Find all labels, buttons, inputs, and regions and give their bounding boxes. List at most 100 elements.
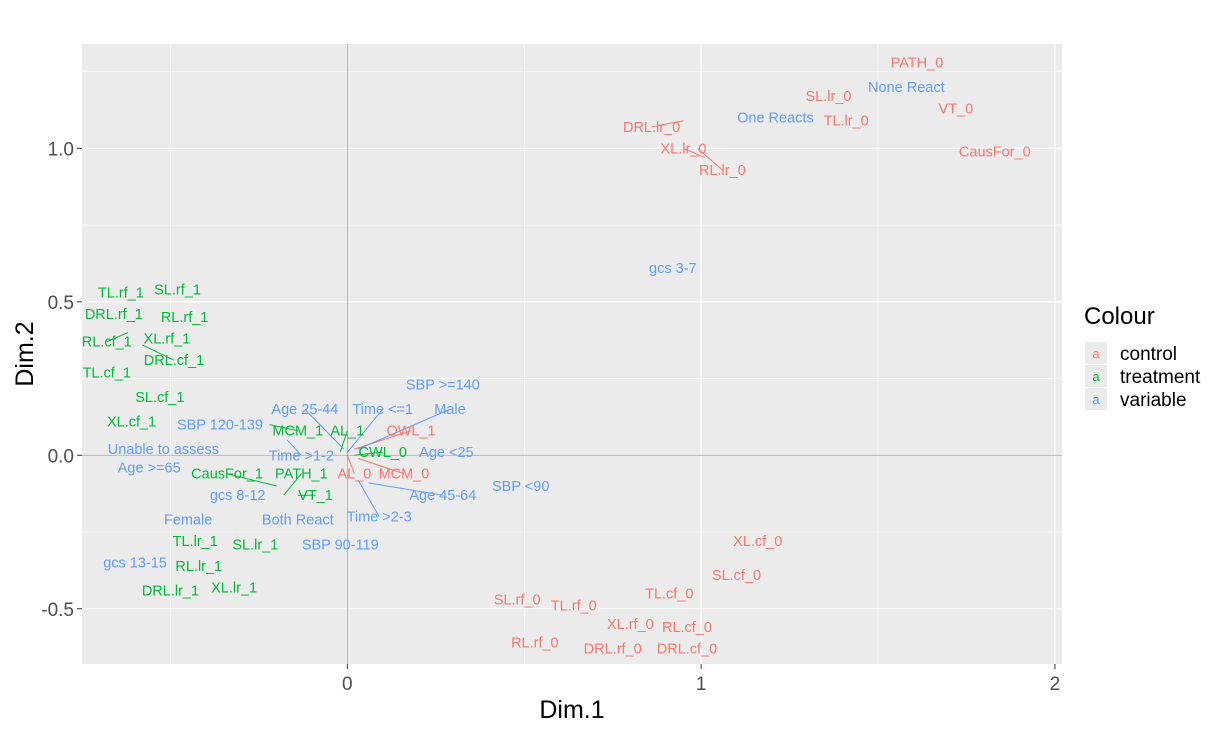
point-label-sl-rf-0: SL.rf_0 — [494, 593, 541, 609]
point-label-al-0: AL_0 — [337, 467, 371, 483]
point-label-time-1-2: Time >1-2 — [269, 448, 334, 464]
point-label-tl-lr-0: TL.lr_0 — [824, 114, 869, 130]
point-label-both-react: Both React — [262, 513, 334, 529]
leader-line-drl-cf-1 — [141, 344, 175, 361]
leader-line-time-1-2 — [286, 439, 302, 456]
y-axis-title: Dim.2 — [11, 321, 39, 386]
legend-key-glyph: a — [1092, 392, 1100, 407]
reference-lines — [82, 44, 1062, 664]
leader-line-al-1 — [339, 430, 348, 453]
legend: Colour a control a treatment a variable — [1084, 303, 1201, 411]
point-label-sbp-140: SBP >=140 — [406, 378, 480, 394]
point-label-drl-lr-1: DRL.lr_1 — [142, 583, 199, 599]
point-label-causfor-1: CausFor_1 — [191, 467, 263, 483]
legend-key-glyph: a — [1092, 369, 1100, 384]
point-label-causfor-0: CausFor_0 — [959, 144, 1031, 160]
legend-key-treatment — [1085, 365, 1107, 387]
point-label-sbp-120-139: SBP 120-139 — [177, 418, 263, 434]
point-label-time-2-3: Time >2-3 — [347, 510, 412, 526]
point-label-path-0: PATH_0 — [891, 55, 944, 71]
point-label-mcm-0: MCM_0 — [379, 467, 430, 483]
point-label-owl-1: OWL_1 — [386, 424, 435, 440]
point-label-mcm-1: MCM_1 — [272, 424, 323, 440]
leader-line-time-2-3 — [357, 479, 380, 517]
point-label-tl-lr-1: TL.lr_1 — [173, 534, 218, 550]
point-label-rl-cf-1: RL.cf_1 — [82, 335, 132, 351]
point-label-vt-1: VT_1 — [298, 488, 333, 504]
leader-line-cwl-0 — [354, 451, 383, 456]
point-label-sl-cf-1: SL.cf_1 — [135, 390, 184, 406]
leader-line-causfor-1 — [226, 473, 277, 487]
y-tick-label: -0.5 — [41, 600, 74, 621]
point-label-xl-lr-1: XL.lr_1 — [211, 580, 257, 596]
point-label-female: Female — [164, 513, 212, 529]
point-label-rl-cf-0: RL.cf_0 — [662, 620, 712, 636]
point-label-al-1: AL_1 — [330, 424, 364, 440]
point-label-xl-rf-1: XL.rf_1 — [144, 332, 191, 348]
point-label-unable-to-assess: Unable to assess — [108, 442, 219, 458]
point-label-xl-lr-0: XL.lr_0 — [660, 141, 706, 157]
leader-line-mcm-0 — [357, 457, 405, 475]
point-label-gcs-8-12: gcs 8-12 — [210, 488, 266, 504]
leader-line-rl-cf-1 — [106, 332, 129, 343]
point-label-sl-cf-0: SL.cf_0 — [712, 568, 761, 584]
legend-items: a control a treatment a variable — [1085, 342, 1201, 411]
point-label-one-reacts: One Reacts — [737, 111, 814, 127]
point-label-sbp-90-119: SBP 90-119 — [302, 537, 379, 553]
leader-line-drl-lr-0 — [651, 120, 684, 128]
y-tick-label: 0.0 — [48, 446, 74, 467]
leader-line-age-25-44 — [304, 408, 345, 450]
point-label-vt-0: VT_0 — [939, 101, 974, 117]
x-tick-label: 2 — [1050, 674, 1061, 695]
x-tick-label: 1 — [696, 674, 707, 695]
x-tick-label: 0 — [342, 674, 353, 695]
point-label-age-25-44: Age 25-44 — [271, 402, 338, 418]
point-label-sl-rf-1: SL.rf_1 — [154, 283, 201, 299]
point-labels: PATH_0 SL.lr_0 VT_0 TL.lr_0 DRL.lr_0 XL.lr_0 C… — [82, 55, 1031, 657]
point-label-rl-lr-1: RL.lr_1 — [175, 559, 222, 575]
point-label-gcs-13-15: gcs 13-15 — [103, 556, 167, 572]
point-label-drl-rf-0: DRL.rf_0 — [584, 642, 642, 658]
leader-line-al-0 — [346, 455, 355, 474]
legend-label-control: control — [1120, 344, 1177, 365]
point-label-sbp-90: SBP <90 — [492, 479, 549, 495]
point-label-tl-cf-0: TL.cf_0 — [645, 586, 693, 602]
point-label-none-react: None React — [868, 80, 945, 96]
point-label-xl-cf-1: XL.cf_1 — [107, 415, 156, 431]
point-label-rl-lr-0: RL.lr_0 — [699, 163, 746, 179]
legend-title: Colour — [1084, 303, 1155, 330]
plot-panel — [82, 44, 1062, 664]
point-label-xl-rf-0: XL.rf_0 — [607, 617, 654, 633]
point-label-tl-rf-0: TL.rf_0 — [551, 599, 597, 615]
legend-label-variable: variable — [1120, 390, 1187, 411]
point-label-path-1: PATH_1 — [275, 467, 328, 483]
point-label-gcs-3-7: gcs 3-7 — [649, 261, 697, 277]
x-axis-ticks: 0 1 2 — [342, 664, 1060, 695]
legend-key-variable — [1085, 388, 1107, 410]
leader-lines — [106, 120, 723, 517]
legend-key-glyph: a — [1092, 346, 1100, 361]
point-label-sl-lr-1: SL.lr_1 — [232, 537, 278, 553]
leader-line-path-1 — [283, 473, 302, 496]
point-label-age-45-64: Age 45-64 — [409, 488, 476, 504]
point-label-drl-lr-0: DRL.lr_0 — [623, 120, 680, 136]
point-label-time-1: Time <=1 — [352, 402, 413, 418]
leader-line-age-45-64 — [368, 482, 443, 496]
point-label-drl-cf-0: DRL.cf_0 — [657, 642, 717, 658]
y-tick-label: 1.0 — [48, 139, 74, 160]
y-axis-ticks: -0.5 0.0 0.5 1.0 — [41, 139, 82, 621]
leader-line-rl-lr-0 — [697, 147, 723, 171]
point-label-tl-cf-1: TL.cf_1 — [83, 365, 131, 381]
leader-line-xl-lr-0 — [683, 147, 705, 159]
point-label-rl-rf-1: RL.rf_1 — [161, 310, 209, 326]
y-tick-label: 0.5 — [48, 293, 74, 314]
point-label-rl-rf-0: RL.rf_0 — [511, 636, 559, 652]
point-label-xl-cf-0: XL.cf_0 — [733, 534, 782, 550]
point-label-age-65: Age >=65 — [118, 461, 181, 477]
point-label-sl-lr-0: SL.lr_0 — [806, 89, 852, 105]
leader-line-mcm-1 — [269, 424, 298, 432]
legend-key-control — [1085, 342, 1107, 364]
point-label-drl-cf-1: DRL.cf_1 — [144, 353, 204, 369]
leader-line-time-1 — [346, 408, 384, 453]
